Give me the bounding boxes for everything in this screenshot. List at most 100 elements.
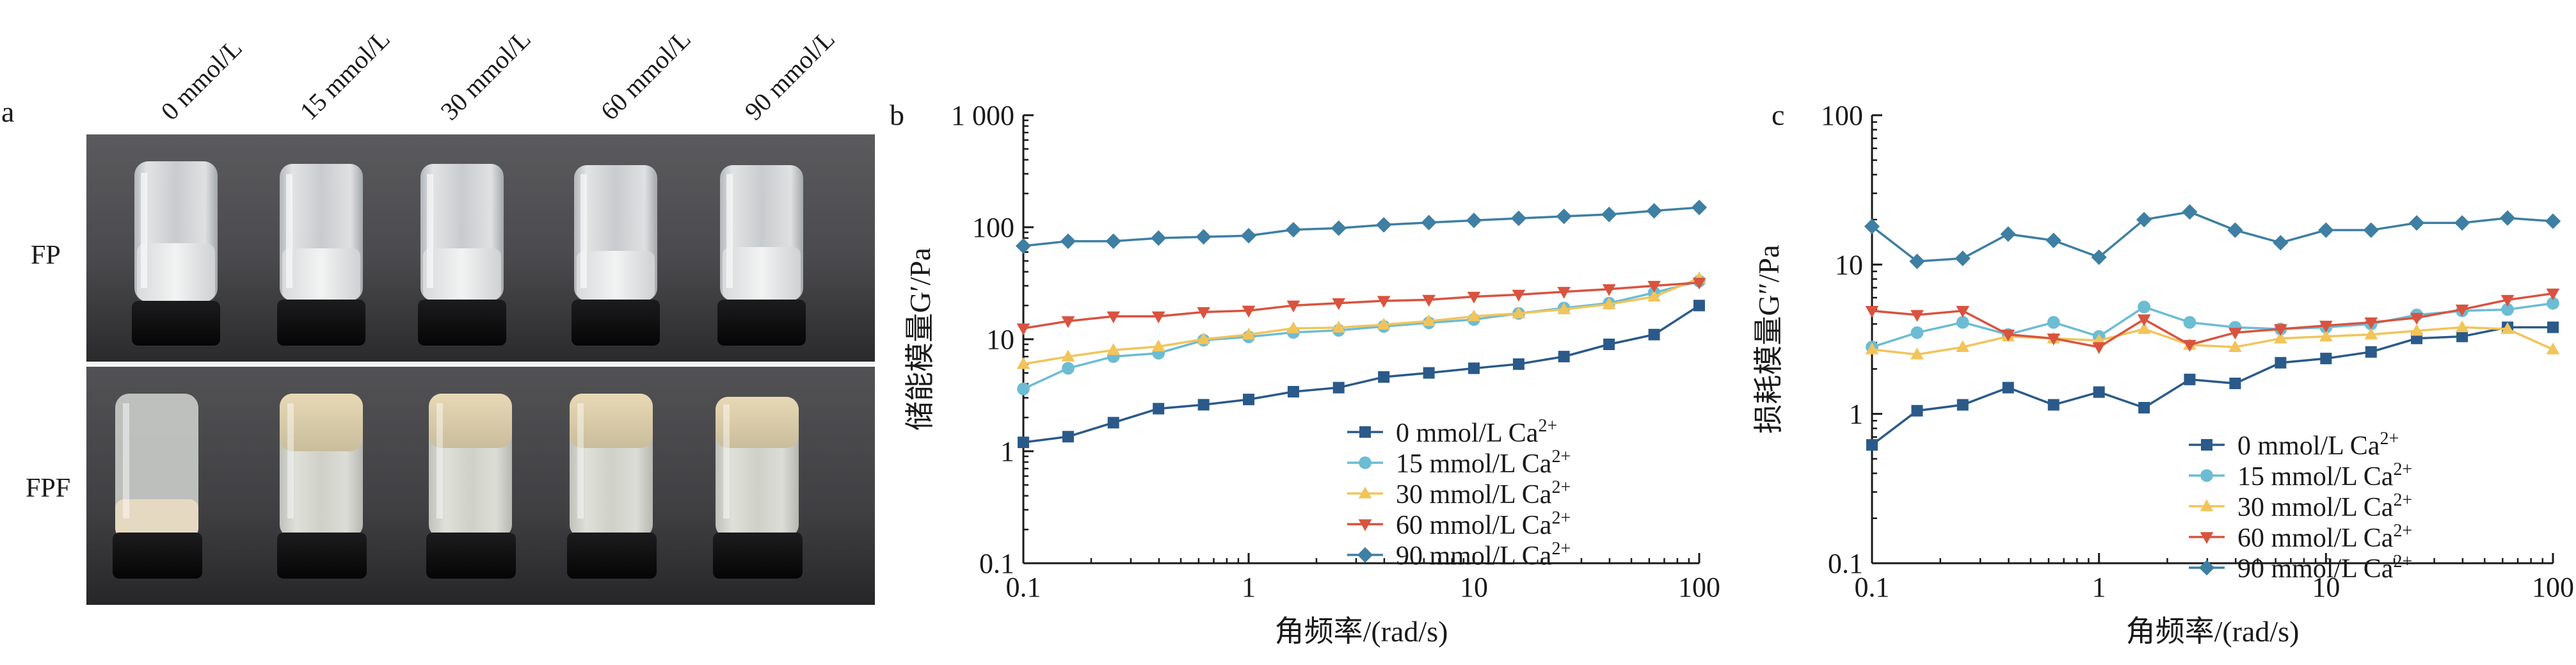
data-point (2138, 402, 2150, 414)
data-point (1422, 294, 1436, 307)
vial (713, 397, 803, 579)
data-point (1648, 328, 1660, 341)
series-group (1864, 204, 2561, 451)
data-point (1243, 394, 1254, 406)
data-point (2275, 357, 2287, 369)
data-point (1647, 289, 1661, 302)
data-point (1865, 305, 1879, 318)
data-point (2319, 321, 2333, 333)
series-group (1015, 200, 1708, 449)
photo-panel: a (0, 0, 883, 662)
column-label: 15 mmol/L (294, 24, 396, 125)
data-point (1911, 405, 1923, 417)
data-point (1240, 228, 1257, 244)
data-point (2137, 314, 2151, 326)
data-point (1359, 456, 1372, 469)
legend-label: 15 mmol/L Ca2+ (2237, 460, 2412, 492)
data-point (2093, 386, 2105, 398)
data-point (1512, 358, 1524, 370)
sample-photos: 0 mmol/L 15 mmol/L 30 mmol/L 60 mmol/L 9… (26, 24, 875, 605)
x-tick-label: 100 (1678, 572, 1720, 603)
data-point (1601, 206, 1617, 223)
vial (418, 164, 506, 346)
data-point (1603, 339, 1615, 351)
data-point (1556, 208, 1572, 225)
vial (132, 161, 220, 346)
legend-item: 60 mmol/L Ca2+ (1347, 508, 1571, 540)
y-axis-title: 损耗模量G″/Pa (1752, 244, 1785, 433)
data-point (1557, 302, 1571, 314)
data-point (1510, 210, 1527, 227)
column-label: 0 mmol/L (156, 33, 248, 125)
data-point (2137, 322, 2151, 334)
vial (572, 165, 660, 346)
data-point (1285, 221, 1302, 238)
data-point (1378, 371, 1390, 383)
data-point (2365, 346, 2377, 358)
vial (717, 165, 806, 346)
x-tick-label: 100 (2532, 572, 2574, 603)
data-point (2456, 330, 2468, 342)
data-point (1357, 547, 1373, 563)
data-point (1286, 321, 1300, 333)
y-tick-label: 1 (1849, 399, 1863, 430)
data-point (2200, 499, 2214, 511)
series (1016, 277, 1706, 335)
data-point (2454, 215, 2470, 231)
data-point (1558, 351, 1570, 363)
data-point (2274, 324, 2287, 336)
y-tick-label: 100 (972, 212, 1014, 243)
data-point (2363, 222, 2379, 238)
panel-a-letter: a (1, 95, 15, 128)
data-point (1242, 305, 1256, 318)
column-label: 90 mmol/L (739, 24, 840, 125)
data-point (2546, 288, 2560, 301)
legend-item: 0 mmol/L Ca2+ (2189, 429, 2399, 461)
data-point (2274, 331, 2287, 344)
data-point (1512, 289, 1526, 302)
legend-item: 90 mmol/L Ca2+ (1347, 539, 1571, 571)
data-point (2499, 210, 2516, 226)
x-tick-label: 0.1 (1855, 572, 1890, 603)
data-point (2182, 204, 2198, 220)
data-point (1646, 203, 1662, 219)
legend-item: 30 mmol/L Ca2+ (1347, 477, 1571, 509)
data-point (1956, 316, 1969, 329)
legend-item: 60 mmol/L Ca2+ (2189, 521, 2412, 553)
data-point (1377, 317, 1391, 330)
data-point (1358, 486, 1372, 499)
data-point (2364, 317, 2378, 330)
data-point (1910, 310, 1924, 322)
data-point (1955, 250, 1971, 266)
data-point (1061, 316, 1075, 328)
data-point (1107, 311, 1121, 324)
series-line (1871, 326, 2554, 356)
series-line (1023, 281, 1700, 330)
data-point (2319, 329, 2333, 342)
data-point (2273, 235, 2289, 251)
data-point (2000, 226, 2016, 242)
data-point (1910, 348, 1924, 360)
vial (426, 394, 516, 579)
data-point (1423, 367, 1435, 379)
x-tick-label: 0.1 (1006, 572, 1041, 603)
vial (277, 164, 365, 346)
y-tick-label: 100 (1821, 100, 1863, 131)
legend-label: 30 mmol/L Ca2+ (2237, 490, 2412, 522)
y-tick-label: 1 000 (951, 100, 1014, 131)
data-point (2545, 213, 2561, 229)
data-point (1331, 220, 1347, 236)
data-point (1107, 417, 1119, 429)
column-label: 60 mmol/L (595, 24, 696, 125)
vial (113, 394, 202, 579)
data-point (1153, 403, 1165, 415)
data-point (2408, 215, 2425, 231)
data-point (1015, 238, 1032, 254)
data-point (2136, 211, 2152, 228)
data-point (1359, 426, 1371, 438)
x-tick-label: 1 (1242, 572, 1256, 603)
panel-c-letter: c (1772, 99, 1784, 131)
data-point (2045, 232, 2061, 248)
legend-label: 60 mmol/L Ca2+ (2237, 521, 2412, 553)
data-point (2547, 297, 2559, 310)
